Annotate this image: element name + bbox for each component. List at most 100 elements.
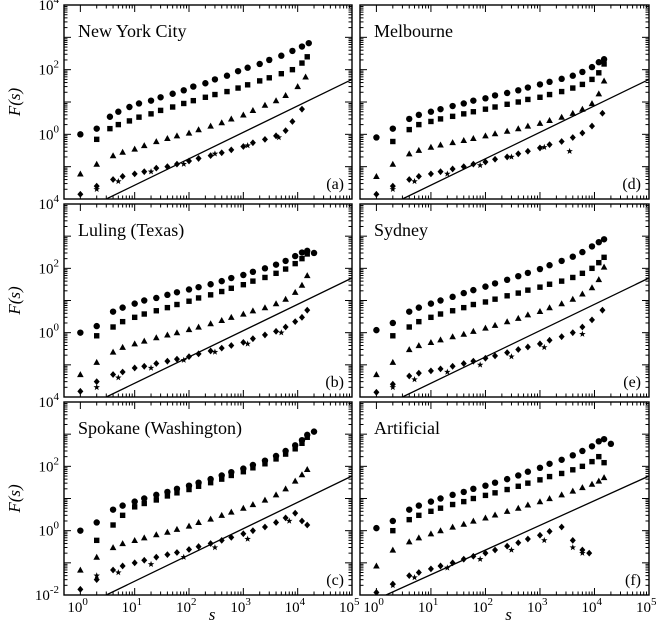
data-point-square	[202, 94, 209, 100]
data-point-square	[94, 333, 100, 339]
data-point-square	[292, 260, 298, 267]
data-point-square	[525, 287, 531, 293]
data-point-circle	[588, 443, 596, 450]
data-point-star	[444, 368, 451, 375]
data-point-circle	[185, 286, 193, 293]
data-point-triangle	[282, 485, 289, 492]
data-point-triangle	[164, 134, 171, 141]
data-point-triangle	[261, 496, 269, 503]
series-diamond	[77, 509, 311, 593]
data-point-triangle	[536, 119, 544, 126]
data-point-diamond	[536, 144, 543, 152]
data-point-star	[411, 178, 418, 185]
data-point-triangle	[600, 263, 608, 270]
data-point-triangle	[588, 284, 596, 291]
data-point-diamond	[153, 164, 160, 172]
data-point-triangle	[460, 330, 468, 337]
data-point-diamond	[304, 306, 311, 314]
data-point-diamond	[586, 549, 593, 557]
data-point-triangle	[460, 136, 468, 143]
data-point-circle	[460, 289, 467, 297]
x-tick-label: 102	[176, 596, 197, 616]
data-point-square	[449, 501, 456, 508]
panel-b: Luling (Texas) (b)	[63, 203, 353, 398]
data-point-star	[541, 536, 548, 544]
data-point-square	[579, 270, 586, 277]
data-point-star	[389, 581, 397, 589]
data-point-diamond	[546, 141, 553, 149]
data-point-square	[504, 293, 510, 299]
data-point-square	[195, 483, 202, 489]
series-triangle	[77, 272, 311, 378]
data-point-star	[115, 569, 122, 576]
data-point-triangle	[600, 474, 608, 481]
data-point-square	[299, 60, 305, 66]
y-tick-label: 104	[39, 391, 60, 411]
data-point-diamond	[164, 163, 171, 171]
data-point-square	[461, 304, 467, 311]
data-point-diamond	[470, 160, 477, 168]
data-point-triangle	[272, 491, 280, 498]
data-point-circle	[298, 249, 306, 256]
data-point-circle	[289, 47, 296, 55]
data-point-star	[389, 185, 397, 193]
data-point-square	[273, 270, 279, 277]
data-point-circle	[437, 297, 444, 304]
data-point-square	[515, 99, 521, 105]
data-point-circle	[427, 300, 435, 307]
data-point-diamond	[558, 333, 565, 341]
data-point-square	[119, 512, 126, 519]
data-point-triangle	[261, 101, 269, 108]
data-point-diamond	[131, 170, 138, 178]
data-point-triangle	[437, 527, 444, 534]
data-point-triangle	[131, 536, 138, 543]
data-point-triangle	[153, 334, 160, 341]
x-axis-label: s	[209, 605, 216, 620]
data-point-star	[180, 356, 187, 363]
data-point-circle	[77, 329, 84, 336]
x-tick-label: 101	[122, 596, 143, 616]
data-point-triangle	[218, 119, 226, 126]
panel-frame	[63, 401, 353, 596]
data-point-diamond	[228, 342, 235, 349]
data-point-triangle	[491, 321, 499, 328]
data-point-triangle	[546, 304, 553, 311]
series-triangle	[77, 73, 309, 177]
data-point-triangle	[153, 531, 160, 538]
data-point-diamond	[588, 316, 595, 324]
panel-frame	[63, 203, 353, 398]
series-star	[389, 143, 573, 193]
panel-tag: (c)	[326, 572, 344, 589]
data-point-diamond	[207, 540, 214, 547]
data-point-star	[508, 353, 515, 360]
data-point-square	[589, 458, 595, 465]
data-point-triangle	[595, 276, 603, 283]
data-point-diamond	[415, 569, 422, 576]
data-point-square	[174, 301, 180, 308]
data-point-triangle	[546, 116, 553, 123]
data-point-square	[299, 440, 305, 447]
data-point-triangle	[405, 150, 413, 157]
data-point-square	[262, 461, 268, 467]
data-point-diamond	[415, 172, 422, 180]
data-point-diamond	[141, 362, 148, 370]
data-point-star	[444, 564, 451, 571]
data-point-square	[537, 477, 543, 483]
data-point-star	[286, 517, 293, 524]
data-point-diamond	[282, 323, 289, 331]
data-point-circle	[546, 460, 553, 467]
data-point-diamond	[77, 387, 84, 395]
data-point-triangle	[249, 106, 257, 113]
data-point-square	[482, 106, 489, 112]
data-point-circle	[164, 291, 171, 299]
y-tick-label: 100	[39, 520, 60, 540]
series-square	[94, 251, 310, 339]
data-point-diamond	[427, 170, 434, 178]
data-point-circle	[406, 115, 413, 123]
data-point-circle	[272, 261, 280, 268]
data-point-square	[504, 486, 510, 493]
panel-frame	[63, 4, 353, 200]
data-point-triangle	[449, 523, 456, 530]
data-point-circle	[93, 519, 100, 526]
data-point-circle	[569, 72, 576, 79]
